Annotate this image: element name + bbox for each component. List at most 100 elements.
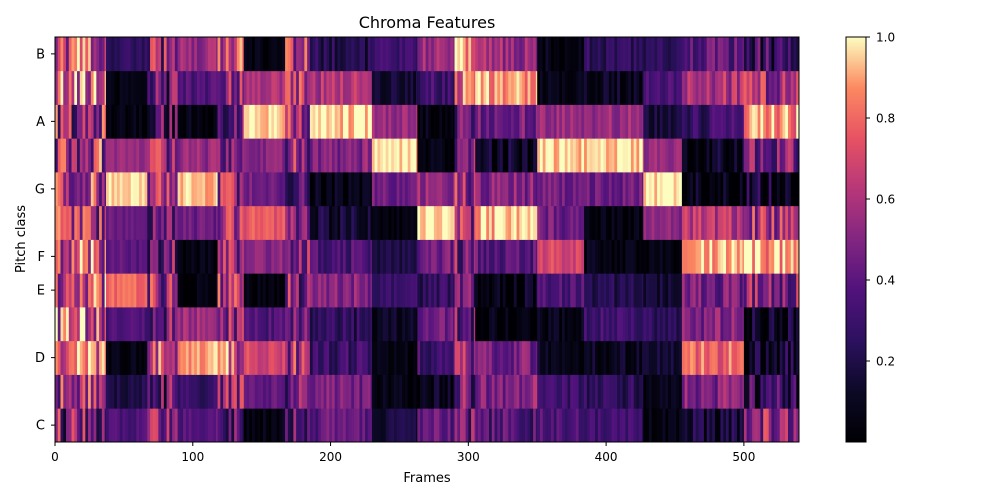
heatmap-cell [279, 138, 283, 173]
heatmap-cell [415, 37, 418, 72]
heatmap-cell [491, 138, 495, 173]
heatmap-cell [559, 374, 563, 409]
heatmap-cell [236, 138, 241, 173]
heatmap-cell [639, 104, 643, 139]
heatmap-cell [391, 37, 395, 72]
heatmap-cell [614, 340, 618, 375]
heatmap-cell [309, 172, 314, 207]
heatmap-cell [271, 239, 275, 274]
heatmap-cell [236, 70, 241, 105]
heatmap-cell [136, 37, 140, 72]
heatmap-cell [628, 273, 632, 308]
heatmap-cell [524, 37, 528, 72]
heatmap-cell [757, 138, 761, 173]
heatmap-cell [494, 307, 498, 342]
heatmap-cell [90, 273, 94, 308]
heatmap-cell [462, 273, 466, 308]
heatmap-cell [737, 239, 741, 274]
heatmap-cell [242, 273, 245, 308]
heatmap-cell [491, 307, 495, 342]
heatmap-cell [274, 340, 278, 375]
heatmap-cell [166, 205, 170, 240]
heatmap-cell [304, 374, 308, 409]
heatmap-cell [191, 408, 195, 443]
heatmap-cell [413, 104, 417, 139]
heatmap-cell [374, 37, 378, 72]
heatmap-cell [628, 104, 632, 139]
heatmap-cell [586, 104, 590, 139]
heatmap-cell [315, 239, 319, 274]
heatmap-cell [709, 340, 713, 375]
heatmap-cell [334, 340, 338, 375]
heatmap-cell [524, 239, 528, 274]
heatmap-cell [651, 307, 655, 342]
heatmap-cell [217, 273, 221, 308]
heatmap-cell [581, 374, 585, 409]
heatmap-cell [122, 205, 126, 240]
heatmap-cell [274, 104, 278, 139]
heatmap-cell [388, 37, 392, 72]
heatmap-cell [611, 273, 615, 308]
y-tick-label: D [35, 351, 45, 366]
heatmap-cell [527, 138, 531, 173]
heatmap-cell [296, 205, 300, 240]
heatmap-cell [505, 340, 509, 375]
heatmap-cell [548, 172, 552, 207]
heatmap-cell [345, 37, 349, 72]
heatmap-cell [55, 239, 59, 274]
heatmap-cell [673, 273, 677, 308]
heatmap-cell [298, 37, 303, 72]
heatmap-cell [276, 138, 280, 173]
heatmap-cell [246, 307, 250, 342]
heatmap-cell [513, 104, 517, 139]
heatmap-cell [457, 37, 461, 72]
heatmap-cell [562, 172, 566, 207]
heatmap-cell [207, 408, 212, 443]
heatmap-cell [431, 37, 435, 72]
heatmap-cell [444, 239, 449, 274]
heatmap-cell [216, 172, 218, 207]
heatmap-cell [265, 205, 269, 240]
heatmap-cell [323, 408, 327, 443]
heatmap-cell [473, 340, 476, 375]
heatmap-cell [500, 37, 504, 72]
heatmap-cell [527, 307, 531, 342]
heatmap-cell [136, 239, 140, 274]
heatmap-cell [450, 374, 454, 409]
heatmap-cell [734, 408, 738, 443]
heatmap-cell [393, 37, 398, 72]
heatmap-cell [473, 239, 476, 274]
heatmap-cell [659, 408, 663, 443]
heatmap-cell [633, 239, 637, 274]
heatmap-cell [117, 138, 121, 173]
heatmap-cell [417, 37, 421, 72]
heatmap-cell [399, 37, 403, 72]
heatmap-cell [603, 374, 607, 409]
heatmap-cell [754, 104, 759, 139]
heatmap-cell [399, 408, 403, 443]
heatmap-cell [433, 374, 438, 409]
heatmap-cell [407, 273, 411, 308]
heatmap-cell [55, 273, 59, 308]
heatmap-cell [194, 408, 198, 443]
heatmap-cell [639, 172, 643, 207]
heatmap-cell [172, 205, 176, 240]
heatmap-cell [99, 138, 103, 173]
heatmap-cell [141, 104, 145, 139]
heatmap-cell [359, 408, 363, 443]
heatmap-cell [502, 408, 506, 443]
heatmap-cell [194, 172, 198, 207]
heatmap-cell [768, 273, 772, 308]
heatmap-cell [371, 70, 376, 105]
heatmap-cell [71, 408, 75, 443]
heatmap-cell [684, 104, 688, 139]
heatmap-cell [68, 340, 72, 375]
heatmap-cell [144, 340, 148, 375]
heatmap-cell [188, 70, 192, 105]
heatmap-cell [433, 205, 438, 240]
heatmap-cell [74, 340, 78, 375]
heatmap-cell [465, 340, 469, 375]
heatmap-cell [687, 205, 691, 240]
heatmap-cell [130, 37, 134, 72]
heatmap-cell [768, 239, 772, 274]
